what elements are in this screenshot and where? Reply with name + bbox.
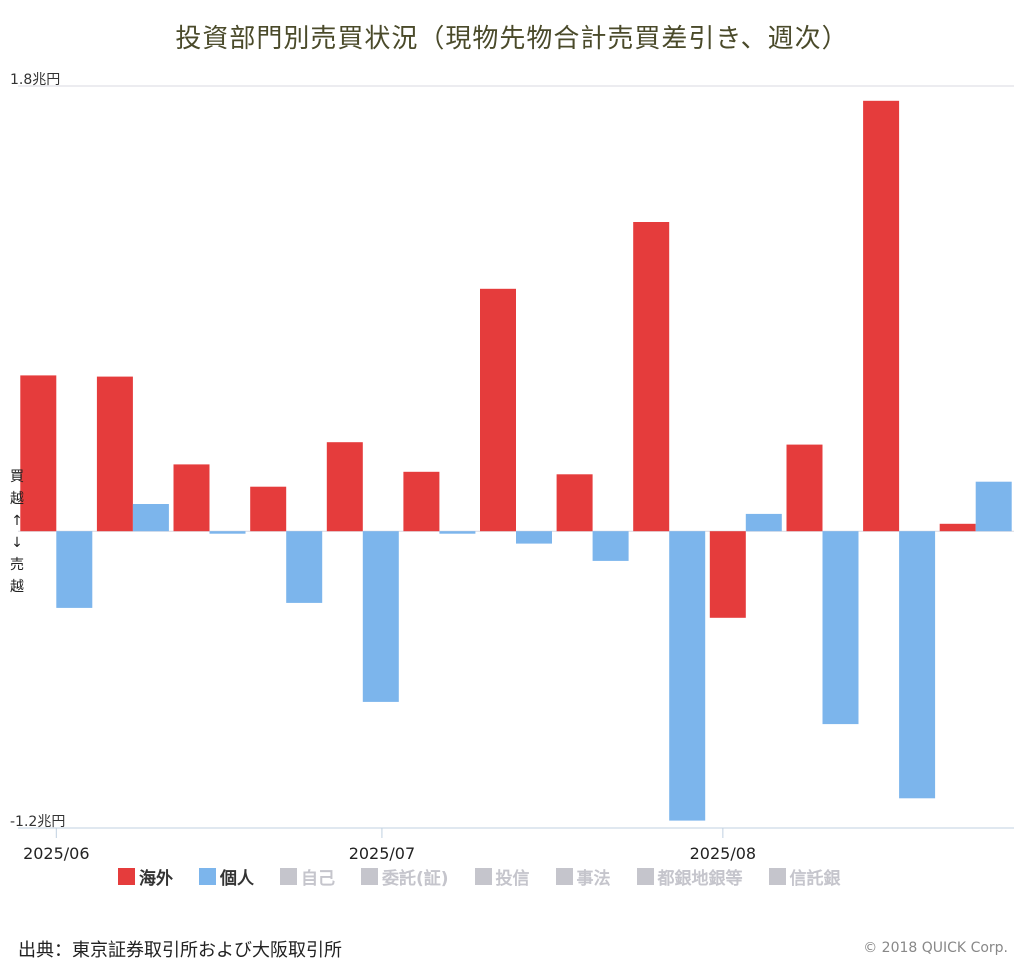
legend-item-4[interactable]: 委託(証) [361,864,449,889]
bar-overseas-12[interactable] [863,100,900,532]
chart-legend: 海外 個人 自己 委託(証) 投信 事法 都銀地銀等 信託銀 [118,864,978,894]
legend-item-6[interactable]: 事法 [555,864,611,889]
bar-individual-1[interactable] [56,531,93,608]
legend-item-7[interactable]: 都銀地銀等 [636,864,743,889]
bar-individual-9[interactable] [669,531,706,821]
bar-individual-11[interactable] [822,531,859,725]
bar-overseas-6[interactable] [403,471,440,532]
y-tick-min: -1.2兆円 [10,814,65,830]
copyright: © 2018 QUICK Corp. [863,940,1008,956]
bar-individual-8[interactable] [592,531,629,561]
legend-swatch [555,867,573,885]
legend-label: 投信 [495,868,530,889]
bar-overseas-5[interactable] [326,442,363,532]
legend-label: 事法 [576,868,611,889]
bar-individual-6[interactable] [439,531,476,534]
legend-item-3[interactable]: 自己 [280,864,335,889]
legend-item-5[interactable]: 投信 [474,864,530,889]
source-note: 出典：東京証券取引所および大阪取引所 [18,940,342,961]
y-tick-max: 1.8兆円 [10,72,60,88]
bar-individual-2[interactable] [132,504,169,532]
legend-swatch [361,867,378,885]
legend-item-8[interactable]: 信託銀 [768,864,841,889]
legend-swatch [768,867,786,885]
chart-bars [20,100,1012,821]
bar-individual-5[interactable] [362,531,399,702]
bar-overseas-2[interactable] [96,376,133,532]
y-axis-label: 買越 ↑ ↓ 売越 [10,469,24,595]
x-tick-label: 2025/06 [23,844,89,863]
bar-overseas-1[interactable] [20,375,57,532]
legend-label: 自己 [301,868,335,889]
bar-overseas-3[interactable] [173,464,210,532]
legend-label: 海外 [139,868,173,889]
chart-labels: 1.8兆円 -1.2兆円 2025/06 2025/07 2025/08 [10,72,756,863]
x-tick-label: 2025/07 [349,844,415,863]
bar-individual-13[interactable] [975,481,1012,532]
bar-overseas-11[interactable] [786,444,823,532]
legend-label: 信託銀 [789,868,841,889]
legend-swatch [280,867,297,885]
chart-title: 投資部門別売買状況（現物先物合計売買差引き、週次） [175,24,849,54]
bar-individual-4[interactable] [286,531,323,603]
legend-swatch [199,867,216,885]
bar-overseas-13[interactable] [939,523,976,532]
legend-swatch [118,867,135,885]
bar-overseas-7[interactable] [480,288,516,532]
legend-swatch [636,867,654,885]
bar-individual-7[interactable] [516,531,552,544]
legend-item-2[interactable]: 個人 [199,864,254,889]
legend-label: 個人 [220,868,254,889]
legend-label: 委託(証) [382,868,449,889]
bar-individual-10[interactable] [745,513,782,532]
bar-overseas-9[interactable] [633,222,670,532]
bar-individual-3[interactable] [209,531,246,534]
bar-overseas-10[interactable] [709,531,746,618]
bar-individual-12[interactable] [899,531,936,799]
legend-swatch [474,867,492,885]
bar-overseas-8[interactable] [556,474,593,532]
bar-overseas-4[interactable] [250,486,287,532]
legend-item-1[interactable]: 海外 [118,864,173,889]
x-tick-label: 2025/08 [690,844,756,863]
legend-label: 都銀地銀等 [657,868,743,889]
